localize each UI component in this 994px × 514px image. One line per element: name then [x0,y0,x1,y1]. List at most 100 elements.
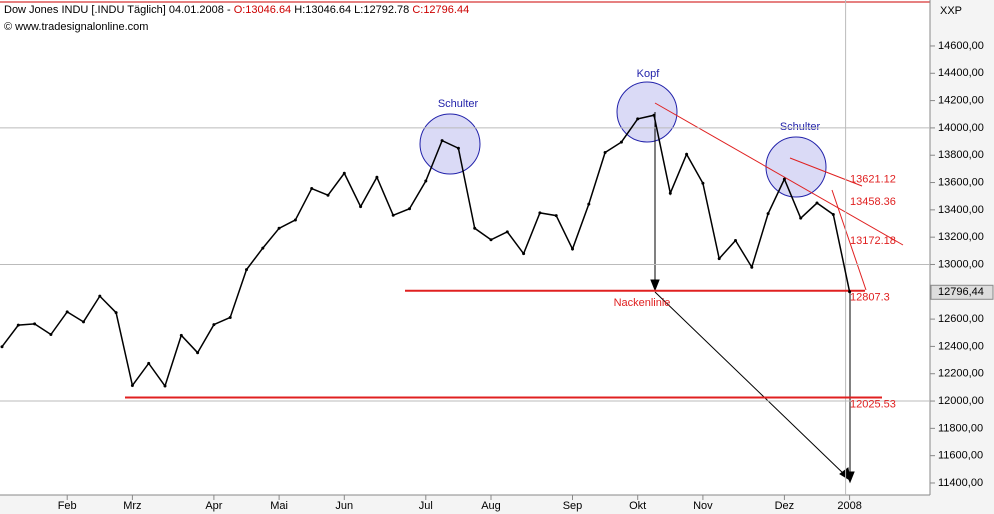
annotation: Schulter [780,121,821,133]
arrow [654,291,847,477]
instrument: Dow Jones INDU [.INDU Täglich] 04.01.200… [4,4,231,16]
point [130,383,134,387]
point [782,177,786,181]
trend-line [654,102,904,246]
arrows [650,112,855,484]
point [49,333,53,337]
point [652,113,656,117]
point [554,214,558,218]
y-tick-label: 12400,00 [938,340,984,352]
x-tick-label: Sep [563,500,583,512]
point [538,211,542,215]
level-label: 12025.53 [850,398,896,410]
y-tick-label: 14200,00 [938,95,984,107]
point [587,202,591,206]
circle [765,136,827,198]
y-tick-label: 13600,00 [938,176,984,188]
point [831,212,835,216]
y-tick-label: 13400,00 [938,204,984,216]
y-tick-label: 14600,00 [938,40,984,52]
point [147,361,151,365]
point [375,175,379,179]
point [245,268,248,272]
point [342,171,346,175]
level-label: 13458.36 [850,196,896,208]
point [668,191,672,195]
x-tick-label: Dez [775,500,795,512]
point [489,238,493,242]
y-tick-label: 11600,00 [938,450,983,462]
point [293,218,297,222]
point [16,323,20,327]
point [408,207,411,211]
point [98,294,102,298]
point [571,247,574,251]
y-tick-label: 13000,00 [938,258,984,270]
annotation: Schulter [438,98,479,110]
point [848,290,852,294]
y-tick-label: 14000,00 [938,122,984,134]
point [179,333,183,337]
axis-label: XXP [940,5,962,17]
point [391,213,395,217]
annotation: Nackenlinie [614,297,671,309]
point [326,193,330,197]
x-tick-label: Nov [693,500,713,512]
arrow-head [845,471,855,484]
point [522,252,526,256]
point [114,311,118,315]
point [505,230,509,234]
point [456,146,460,150]
point [815,201,819,205]
point [212,323,216,327]
y-tick-label: 13800,00 [938,149,984,161]
level-label: 13172.18 [850,235,896,247]
point [685,152,689,156]
point [33,322,37,326]
y-tick-label: 14400,00 [938,67,984,79]
arrow-head [650,279,660,292]
point [734,238,737,242]
point [766,212,770,216]
y-tick-label: 13200,00 [938,231,984,243]
plot-area [0,0,930,495]
point [440,139,444,143]
x-tick-label: Okt [629,500,646,512]
x-tick-label: Mrz [123,500,141,512]
last-price: 12796,44 [938,286,984,298]
point [228,315,232,319]
point [799,216,803,220]
point [359,205,363,209]
point [750,265,754,269]
point [619,140,623,144]
point [82,320,85,324]
point [603,150,607,154]
circle [616,81,678,143]
point [0,345,4,349]
point [310,187,314,191]
point [636,117,640,121]
x-tick-label: Feb [58,500,77,512]
header: Dow Jones INDU [.INDU Täglich] 04.01.200… [4,4,469,16]
high-low: H:13046.64 L:12792.78 [294,4,409,16]
point [65,310,69,314]
point [473,226,477,230]
y-tick-label: 11400,00 [938,477,983,489]
x-tick-label: Jun [335,500,353,512]
point [196,351,200,355]
y-tick-label: 12600,00 [938,313,984,325]
point [261,246,265,250]
point [701,181,705,185]
point [717,257,721,261]
source: © www.tradesignalonline.com [4,21,148,33]
y-tick-label: 12200,00 [938,368,984,380]
level-label: 12807.3 [850,292,890,304]
x-tick-label: Aug [481,500,501,512]
y-tick-label: 11800,00 [938,422,983,434]
close: C:12796.44 [412,4,469,16]
point [163,384,167,388]
trend-lines [654,102,904,291]
y-tick-label: 12000,00 [938,395,984,407]
trend-line [831,189,867,291]
